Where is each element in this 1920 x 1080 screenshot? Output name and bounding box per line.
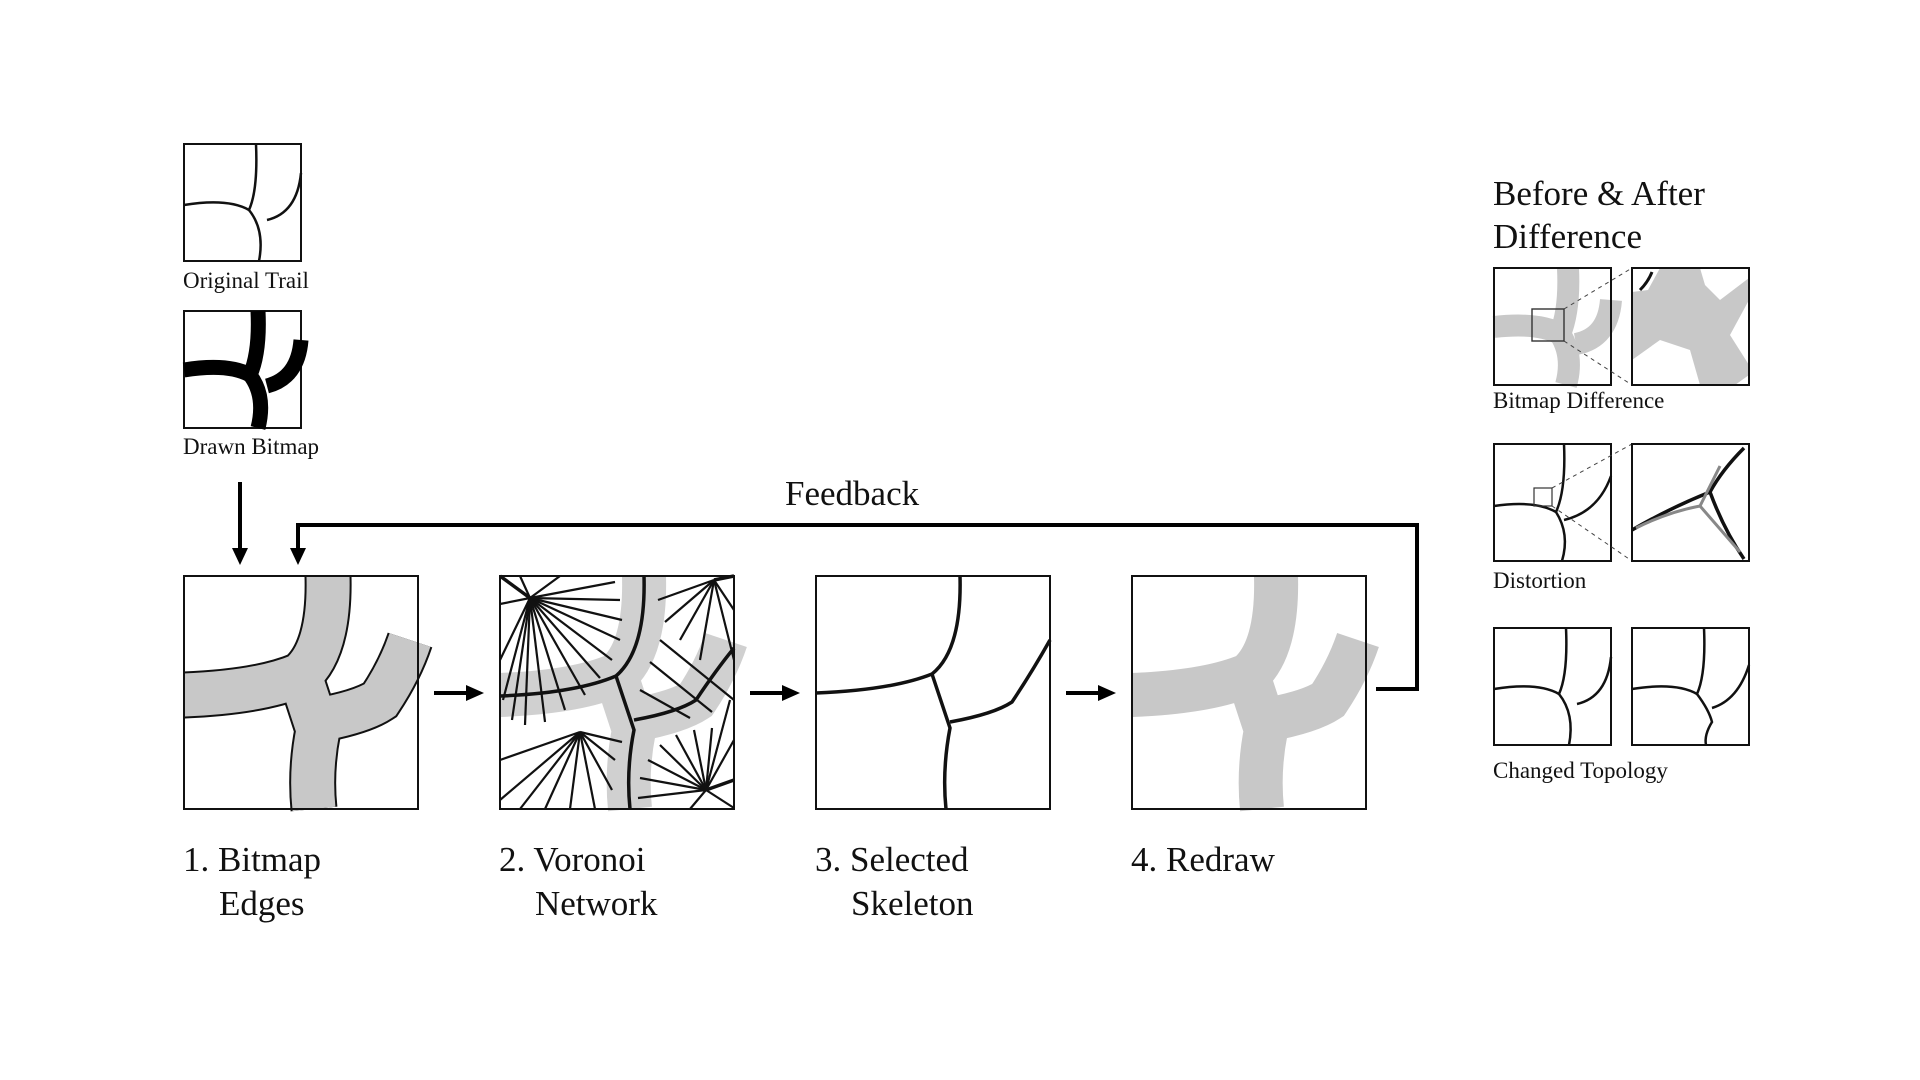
- voronoi-network-panel: [498, 574, 747, 812]
- selected-skeleton-panel: [815, 575, 1052, 810]
- comparison-title-line2: Difference: [1493, 217, 1642, 256]
- topology-after: [1631, 627, 1751, 746]
- feedback-loop-arrow: [290, 523, 1419, 691]
- distortion-before: [1493, 443, 1613, 562]
- input-arrow: [232, 482, 248, 565]
- bitmap-difference-zoom-guides: [1563, 267, 1633, 386]
- comparison-title-line1: Before & After: [1493, 174, 1705, 213]
- drawn-bitmap-panel: [182, 310, 309, 430]
- step-label-line1: 4. Redraw: [1131, 840, 1275, 879]
- step-label-line2: Network: [535, 884, 658, 923]
- step-arrow-2: [750, 685, 800, 701]
- original-trail-panel: [183, 143, 303, 262]
- feedback-label: Feedback: [785, 474, 920, 513]
- changed-topology-label: Changed Topology: [1493, 758, 1668, 783]
- step-label-line1: 2. Voronoi: [499, 840, 646, 879]
- step-arrow-3: [1066, 685, 1116, 701]
- redraw-panel: [1131, 575, 1379, 812]
- step-label-line2: Edges: [219, 884, 305, 923]
- comparison-title: Before & After Difference: [1493, 172, 1705, 258]
- step-label-voronoi-network: 2. Voronoi Network: [499, 838, 657, 926]
- bitmap-edges-panel: [183, 575, 433, 812]
- step-label-line1: 3. Selected: [815, 840, 969, 879]
- step-label-line2: Skeleton: [851, 884, 974, 923]
- step-label-bitmap-edges: 1. Bitmap Edges: [183, 838, 321, 926]
- step-label-selected-skeleton: 3. Selected Skeleton: [815, 838, 973, 926]
- topology-before: [1493, 627, 1613, 746]
- distortion-zoom-guides: [1551, 443, 1633, 562]
- drawn-bitmap-label: Drawn Bitmap: [183, 434, 320, 459]
- distortion-after-zoom: [1631, 443, 1750, 562]
- step-arrow-1: [434, 685, 484, 701]
- bitmap-difference-after-zoom: [1631, 267, 1750, 386]
- original-trail-label: Original Trail: [183, 268, 309, 293]
- step-label-line1: 1. Bitmap: [183, 840, 322, 879]
- step-label-redraw: 4. Redraw: [1131, 838, 1275, 882]
- bitmap-difference-label: Bitmap Difference: [1493, 388, 1665, 413]
- distortion-label: Distortion: [1493, 568, 1587, 593]
- bitmap-difference-before: [1492, 267, 1622, 388]
